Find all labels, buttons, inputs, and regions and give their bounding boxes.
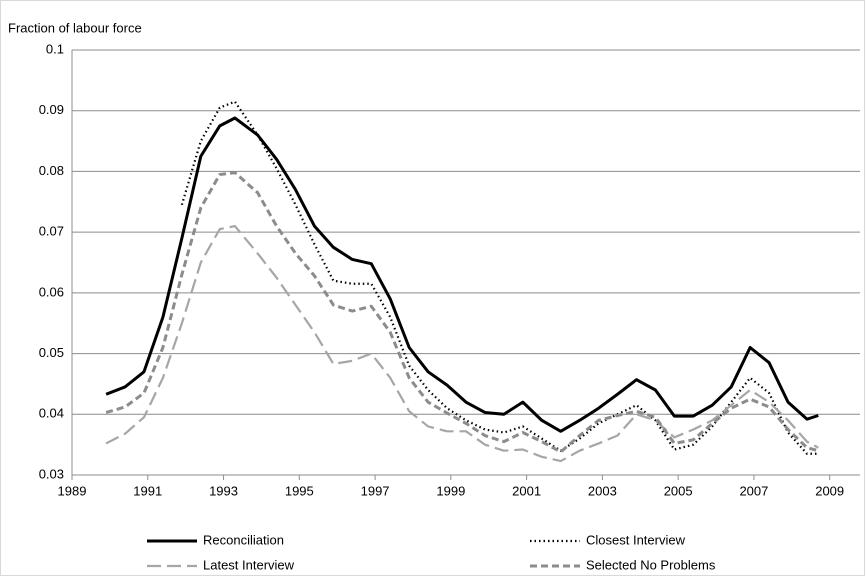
y-tick-label: 0.06 — [39, 284, 64, 299]
y-tick-label: 0.05 — [39, 345, 64, 360]
x-tick-label: 2001 — [512, 483, 541, 498]
x-tick-label: 1999 — [436, 483, 465, 498]
y-tick-label: 0.03 — [39, 466, 64, 481]
x-tick-label: 1997 — [361, 483, 390, 498]
series-line — [105, 116, 819, 433]
x-tick-label: 2005 — [664, 483, 693, 498]
legend-label: Latest Interview — [203, 557, 295, 572]
y-tick-label: 0.08 — [39, 163, 64, 178]
legend-label: Selected No Problems — [586, 557, 716, 572]
y-tick-label: 0.04 — [39, 406, 64, 421]
series-line — [105, 171, 819, 454]
y-tick-label: 0.07 — [39, 224, 64, 239]
x-tick-label: 2003 — [588, 483, 617, 498]
x-tick-label: 2007 — [739, 483, 768, 498]
y-axis-label: Fraction of labour force — [8, 20, 142, 35]
x-tick-label: 1989 — [58, 483, 87, 498]
x-tick-label: 1995 — [285, 483, 314, 498]
y-tick-label: 0.09 — [39, 102, 64, 117]
legend-label: Reconciliation — [203, 532, 284, 547]
x-tick-label: 2009 — [815, 483, 844, 498]
x-tick-label: 1991 — [133, 483, 162, 498]
series-line — [105, 224, 819, 463]
legend-label: Closest Interview — [586, 532, 686, 547]
y-tick-label: 0.1 — [46, 41, 64, 56]
x-tick-label: 1993 — [209, 483, 238, 498]
